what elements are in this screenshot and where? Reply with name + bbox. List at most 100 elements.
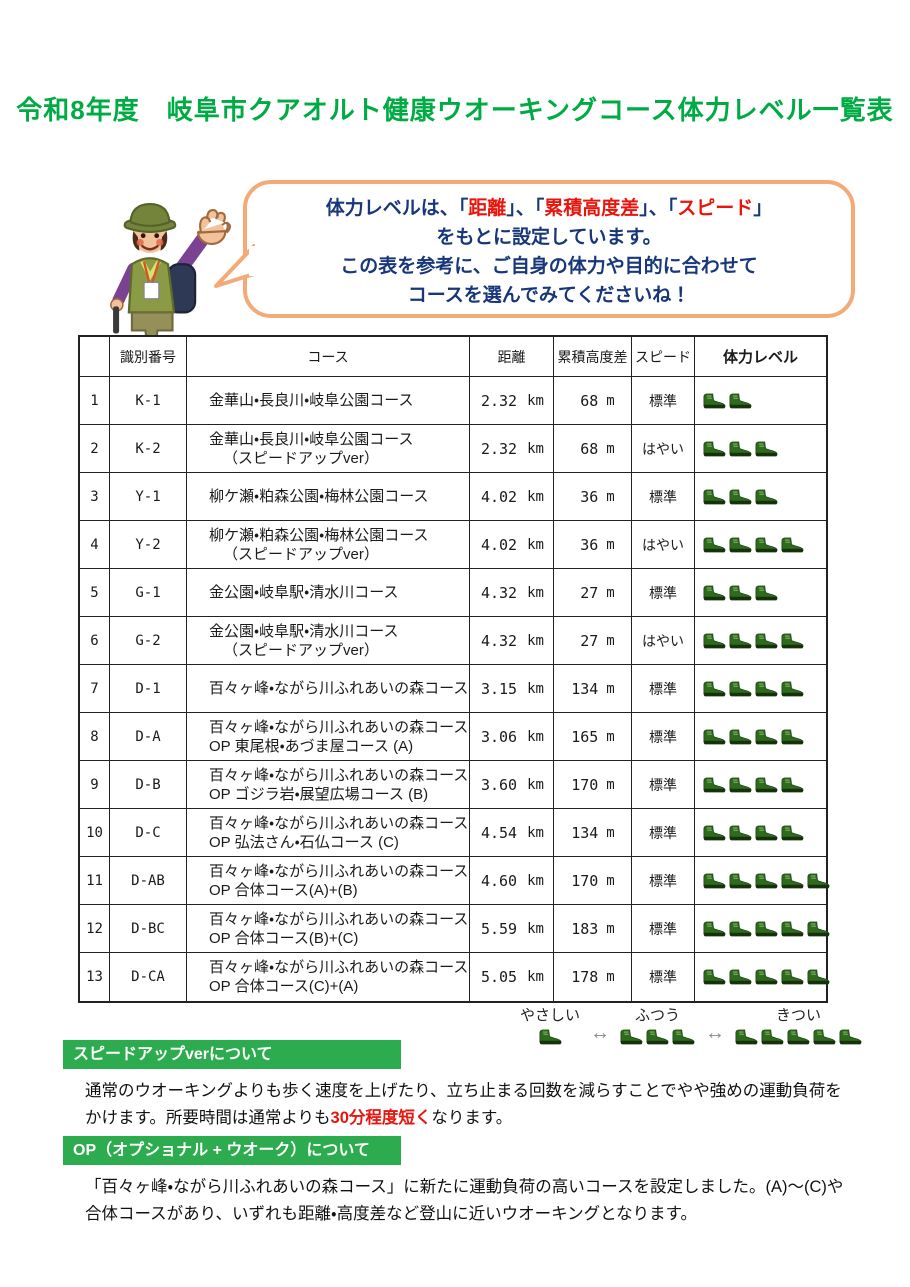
cell-elevation: 68 m [554,425,632,473]
highlighted-text: 距離 [468,198,507,219]
cell-distance: 3.06 km [470,713,554,761]
speech-bubble-text: 体力レベルは、「距離」、「累積高度差」、「スピード」 をもとに設定しています。 … [247,194,851,310]
hiking-boot-icon [729,681,752,696]
fitness-level-boots [703,585,778,601]
cell-course-id: D-C [110,809,187,857]
distance-unit: km [527,969,544,985]
cell-distance: 2.32 km [470,377,554,425]
highlighted-text: 30分程度短く [330,1109,432,1127]
text-segment: 」 [753,198,773,219]
cell-elevation: 36 m [554,521,632,569]
hiking-boot-icon [755,633,778,648]
hiking-boot-icon [813,1029,836,1045]
cell-row-number: 13 [80,953,110,1001]
fitness-level-boots [703,729,804,745]
hiking-boot-icon [729,537,752,552]
cell-speed: 標準 [632,905,695,953]
speech-bubble-tail [214,244,255,288]
hiking-boot-icon [781,825,804,840]
cell-distance: 5.59 km [470,905,554,953]
cell-row-number: 6 [80,617,110,665]
cell-course-name: 百々ヶ峰・ながら川ふれあいの森コース [187,665,470,713]
cell-elevation: 68 m [554,377,632,425]
cell-fitness-level [695,905,830,953]
header-elevation: 累積高度差 [554,337,632,377]
hiking-boot-icon [761,1029,784,1045]
text-segment: なります。 [431,1109,513,1127]
fitness-level-boots [703,633,804,649]
waving-hand [196,209,232,245]
course-name-line1: 柳ケ瀬・粕森公園・梅林公園コース [209,488,429,505]
cell-elevation: 165 m [554,713,632,761]
text-segment: 通常のウオーキングよりも歩く速度を上げたり、立ち止まる回数を減らすことでやや強め… [85,1082,842,1100]
hiking-boot-icon [729,729,752,744]
hiking-boot-icon [729,921,752,936]
elevation-value: 68 [580,439,599,458]
fitness-level-boots [703,921,830,937]
header-blank [80,337,110,377]
course-name-line2: OP 弘法さん・石仏コース (C) [209,833,399,851]
section-body-speedup: 通常のウオーキングよりも歩く速度を上げたり、立ち止まる回数を減らすことでやや強め… [85,1078,855,1132]
table-row: 5 G-1 金公園・岐阜駅・清水川コース 4.32 km 27 m 標準 [80,569,826,617]
bubble-line-2: をもとに設定しています。 [436,227,662,248]
speech-bubble: 体力レベルは、「距離」、「累積高度差」、「スピード」 をもとに設定しています。 … [214,180,855,318]
cell-speed: はやい [632,425,695,473]
cell-distance: 5.05 km [470,953,554,1001]
elevation-value: 36 [580,535,599,554]
text-segment: 合体コースがあり、いずれも距離・高度差など登山に近いウオーキングとなります。 [85,1205,697,1223]
table-row: 10 D-C 百々ヶ峰・ながら川ふれあいの森コース OP 弘法さん・石仏コース (C)… [80,809,826,857]
hiking-boot-icon [620,1029,643,1045]
hiking-boot-icon [703,873,726,888]
fitness-level-boots [703,969,830,985]
course-level-table: 識別番号 コース 距離 累積高度差 スピード 体力レベル 1 K-1 金華山・長良川… [78,335,830,1003]
distance-unit: km [527,728,544,745]
course-name-line1: 柳ケ瀬・粕森公園・梅林公園コース [209,526,429,544]
elevation-value: 134 [571,679,599,698]
elevation-unit: m [606,776,615,793]
fitness-level-boots [703,441,778,457]
distance-value: 4.32 [480,583,518,602]
section-body-line: 合体コースがあり、いずれも距離・高度差など登山に近いウオーキングとなります。 [85,1201,855,1228]
cell-course-name: 百々ヶ峰・ながら川ふれあいの森コース OP ゴジラ岩・展望広場コース (B) [187,761,470,809]
legend-easy-boots [539,1029,562,1045]
fitness-level-boots [703,681,804,697]
section-heading-op: OP（オプショナル + ウオーク）について [63,1136,401,1165]
hiking-boot-icon [755,825,778,840]
elevation-value: 165 [571,727,599,746]
cell-fitness-level [695,953,830,1001]
hiking-boot-icon [729,873,752,888]
distance-value: 2.32 [480,391,518,410]
elevation-unit: m [606,920,615,937]
hiking-boot-icon [729,825,752,840]
section-body-op: 「百々ヶ峰・ながら川ふれあいの森コース」に新たに運動負荷の高いコースを設定しまし… [85,1174,855,1228]
cell-speed: 標準 [632,809,695,857]
table-row: 1 K-1 金華山・長良川・岐阜公園コース 2.32 km 68 m 標準 [80,377,826,425]
distance-value: 4.60 [480,871,518,890]
course-name-line2: （スピードアップver） [223,545,379,563]
elevation-value: 183 [571,919,599,938]
hiking-boot-icon [703,537,726,552]
cell-speed: 標準 [632,569,695,617]
distance-value: 3.60 [480,775,518,794]
header-distance: 距離 [470,337,554,377]
distance-value: 3.15 [480,679,518,698]
page-title: 令和8年度 岐阜市クアオルト健康ウオーキングコース体力レベル一覧表 [16,95,894,125]
cell-fitness-level [695,713,826,761]
text-segment: かけます。所要時間は通常よりも [85,1109,331,1127]
distance-unit: km [527,824,544,841]
section-body-line: 「百々ヶ峰・ながら川ふれあいの森コース」に新たに運動負荷の高いコースを設定しまし… [85,1174,855,1201]
cell-fitness-level [695,665,826,713]
cell-row-number: 2 [80,425,110,473]
cell-row-number: 1 [80,377,110,425]
hiking-boot-icon [703,393,726,408]
cell-elevation: 27 m [554,569,632,617]
legend-easy: やさしい [520,1004,580,1045]
hiking-boot-icon [729,441,752,456]
course-name-line1: 金華山・長良川・岐阜公園コース [209,430,414,448]
cell-distance: 3.60 km [470,761,554,809]
cell-elevation: 134 m [554,665,632,713]
cell-row-number: 7 [80,665,110,713]
distance-unit: km [527,536,544,553]
elevation-value: 134 [571,823,599,842]
course-name-line1: 金公園・岐阜駅・清水川コース [209,584,399,601]
